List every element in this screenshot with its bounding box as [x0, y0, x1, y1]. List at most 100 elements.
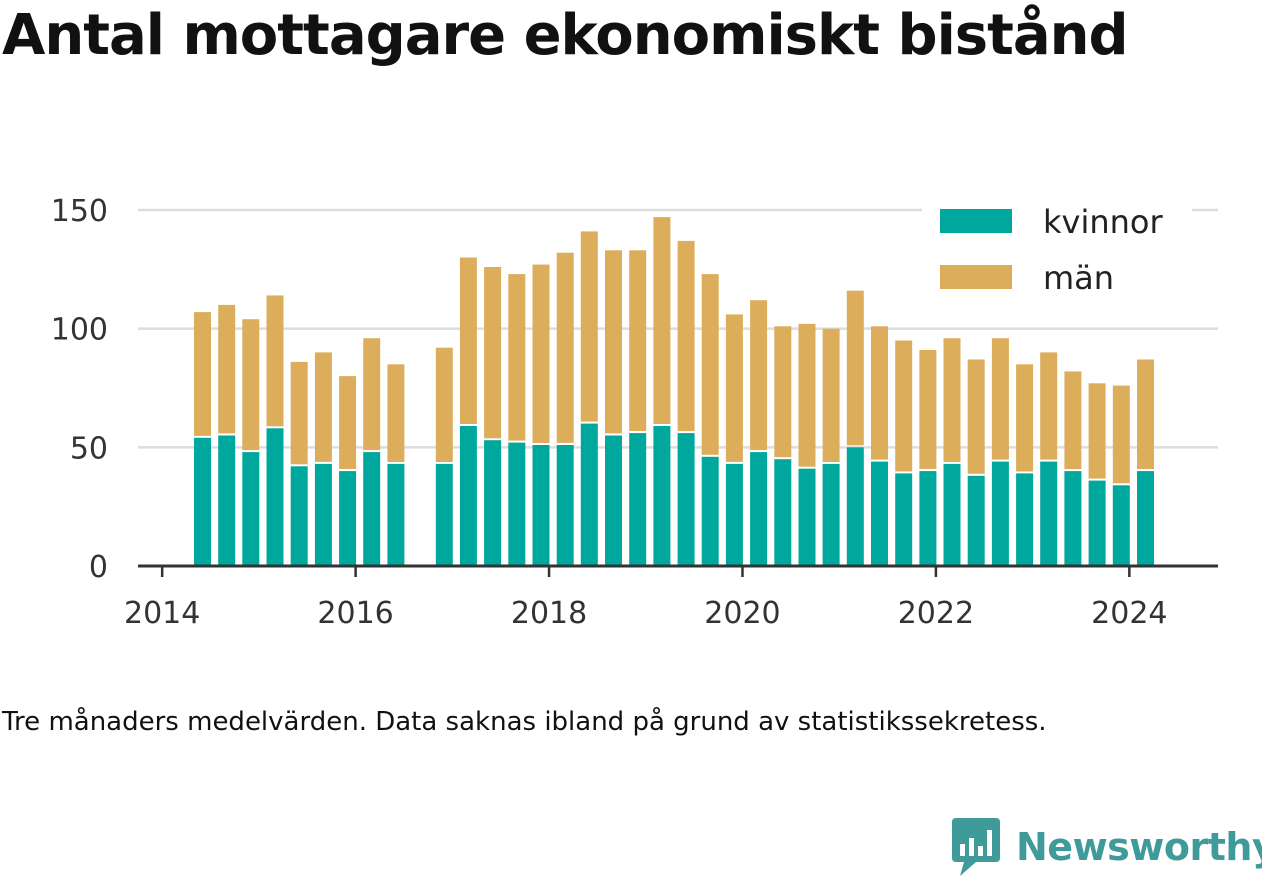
bar-man-2014-12 [242, 319, 260, 451]
y-tick-label-0: 0 [89, 550, 108, 585]
bar-kvinnor-2017-06 [484, 440, 502, 566]
bar-kvinnor-2017-12 [532, 445, 550, 566]
bar-kvinnor-2017-09 [508, 442, 526, 566]
bar-kvinnor-2023-03 [1040, 461, 1058, 566]
bar-man-2021-06 [871, 326, 888, 460]
y-tick-label-150: 150 [51, 194, 108, 229]
bar-kvinnor-2018-03 [556, 445, 574, 566]
bar-kvinnor-2019-06 [677, 433, 695, 566]
bar-man-2016-12 [435, 347, 453, 462]
bar-man-2022-12 [1016, 364, 1034, 472]
legend-swatch-kvinnor [940, 209, 1012, 233]
x-tick-label-2014: 2014 [124, 596, 200, 631]
bar-man-2023-12 [1112, 385, 1130, 484]
bar-man-2018-03 [556, 252, 574, 443]
bar-man-2021-09 [895, 340, 913, 472]
bars [194, 217, 1154, 566]
x-axis [138, 564, 1218, 577]
bar-kvinnor-2023-06 [1064, 471, 1082, 566]
bar-kvinnor-2023-12 [1112, 485, 1130, 566]
bar-man-2014-06 [194, 312, 211, 436]
newsworthy-logo-icon [952, 818, 1000, 876]
x-tick-label-2020: 2020 [704, 596, 780, 631]
y-axis-tick-labels: 0 50 100 150 [51, 194, 108, 585]
bar-kvinnor-2014-09 [218, 435, 236, 566]
bar-kvinnor-2021-12 [919, 471, 937, 566]
bar-kvinnor-2019-03 [653, 426, 671, 566]
legend-label-man: män [1043, 259, 1114, 297]
bar-kvinnor-2015-12 [339, 471, 357, 566]
bar-kvinnor-2021-03 [846, 447, 864, 566]
bar-man-2018-09 [605, 250, 622, 434]
bar-man-2017-12 [532, 264, 550, 443]
bar-kvinnor-2022-12 [1016, 473, 1034, 566]
bar-kvinnor-2021-06 [871, 461, 888, 566]
legend-background [922, 188, 1192, 310]
bar-kvinnor-2023-09 [1088, 480, 1106, 566]
bar-kvinnor-2016-06 [387, 463, 405, 566]
bar-man-2017-03 [459, 257, 477, 424]
stacked-bar-chart: 0 50 100 150 2014 2016 2018 2020 2022 2024 kvinn… [50, 188, 1218, 631]
bar-kvinnor-2022-03 [943, 463, 961, 566]
bar-kvinnor-2024-03 [1137, 471, 1154, 566]
bar-man-2018-06 [580, 231, 598, 422]
bar-kvinnor-2022-09 [991, 461, 1009, 566]
bar-man-2021-12 [919, 350, 937, 469]
bar-kvinnor-2014-12 [242, 452, 260, 566]
bar-man-2020-03 [750, 300, 768, 451]
bar-man-2022-03 [943, 338, 961, 462]
bar-man-2023-03 [1040, 352, 1058, 460]
y-tick-label-50: 50 [70, 431, 108, 466]
bar-kvinnor-2019-09 [701, 456, 719, 566]
bar-kvinnor-2021-09 [895, 473, 913, 566]
bar-kvinnor-2015-09 [314, 463, 332, 566]
x-tick-label-2022: 2022 [898, 596, 974, 631]
x-tick-label-2018: 2018 [511, 596, 587, 631]
bar-man-2024-03 [1137, 359, 1154, 469]
bar-man-2015-06 [290, 361, 308, 465]
bar-man-2022-06 [967, 359, 985, 474]
bar-kvinnor-2018-09 [605, 435, 622, 566]
bar-man-2019-06 [677, 240, 695, 432]
bar-kvinnor-2016-03 [363, 452, 381, 566]
x-tick-label-2024: 2024 [1091, 596, 1167, 631]
bar-kvinnor-2020-12 [822, 463, 840, 566]
bar-man-2022-09 [991, 338, 1009, 460]
bar-man-2019-09 [701, 274, 719, 455]
bar-man-2017-09 [508, 274, 526, 441]
bar-man-2015-09 [314, 352, 332, 462]
bar-kvinnor-2018-06 [580, 423, 598, 566]
bar-kvinnor-2015-06 [290, 466, 308, 566]
x-tick-label-2016: 2016 [317, 596, 393, 631]
bar-kvinnor-2019-12 [725, 463, 743, 566]
bar-kvinnor-2018-12 [629, 433, 647, 566]
y-tick-label-100: 100 [51, 313, 108, 348]
bar-man-2019-12 [725, 314, 743, 462]
bar-kvinnor-2020-03 [750, 452, 768, 566]
bar-man-2020-12 [822, 328, 840, 462]
bar-man-2021-03 [846, 290, 864, 446]
bar-man-2015-12 [339, 376, 357, 469]
legend: kvinnor män [922, 188, 1192, 310]
legend-swatch-man [940, 265, 1012, 289]
bar-man-2017-06 [484, 267, 502, 439]
bar-kvinnor-2017-03 [459, 426, 477, 566]
chart-title: Antal mottagare ekonomiskt bistånd [2, 3, 1129, 68]
bar-man-2023-06 [1064, 371, 1082, 470]
brand-name: Newsworthy [1016, 825, 1262, 869]
legend-label-kvinnor: kvinnor [1043, 203, 1164, 241]
bar-man-2019-03 [653, 217, 671, 424]
chart-footnote: Tre månaders medelvärden. Data saknas ib… [2, 707, 1047, 737]
x-axis-tick-labels: 2014 2016 2018 2020 2022 2024 [124, 596, 1168, 631]
bar-kvinnor-2015-03 [266, 428, 284, 566]
bar-man-2014-09 [218, 304, 236, 434]
bar-man-2018-12 [629, 250, 647, 431]
bar-man-2015-03 [266, 295, 284, 427]
bar-man-2020-09 [798, 323, 816, 467]
bar-kvinnor-2022-06 [967, 475, 985, 566]
bar-kvinnor-2016-12 [435, 463, 453, 566]
bar-man-2016-06 [387, 364, 405, 462]
bar-man-2020-06 [774, 326, 792, 458]
bar-kvinnor-2014-06 [194, 437, 211, 566]
bar-man-2016-03 [363, 338, 381, 451]
